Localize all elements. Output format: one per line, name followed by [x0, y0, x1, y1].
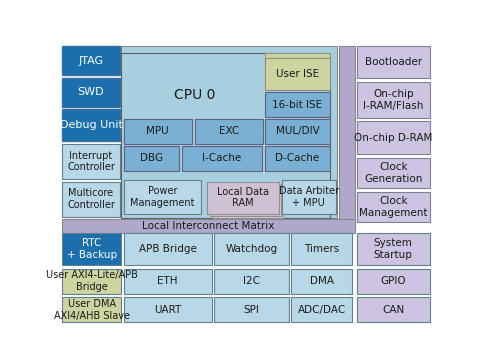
Text: Power
Management: Power Management — [130, 186, 194, 208]
Text: User ISE: User ISE — [276, 69, 319, 79]
Bar — [62, 297, 121, 323]
Text: GPIO: GPIO — [381, 276, 406, 286]
Bar — [214, 297, 288, 323]
Bar — [62, 269, 121, 294]
Bar — [62, 144, 120, 179]
Bar — [282, 180, 336, 214]
Bar — [121, 46, 336, 218]
Bar — [207, 182, 278, 214]
Bar — [210, 184, 281, 216]
Bar — [128, 53, 336, 218]
Text: EXC: EXC — [219, 126, 239, 136]
Bar — [62, 219, 355, 233]
Text: DMA: DMA — [310, 276, 334, 286]
Bar — [123, 119, 192, 144]
Bar — [357, 158, 430, 189]
Bar — [357, 122, 430, 154]
Bar — [207, 182, 278, 214]
Text: Timers: Timers — [304, 244, 339, 254]
Text: MUL/DIV: MUL/DIV — [276, 126, 319, 136]
Bar — [357, 269, 430, 294]
Bar — [62, 109, 120, 142]
Bar — [212, 186, 283, 218]
Bar — [181, 146, 262, 171]
Bar — [123, 146, 180, 171]
Text: JTAG: JTAG — [78, 56, 104, 66]
Bar — [268, 55, 330, 90]
Bar — [62, 46, 120, 75]
Bar — [123, 48, 336, 218]
Text: Local Interconnect Matrix: Local Interconnect Matrix — [142, 221, 275, 231]
Bar — [357, 233, 430, 265]
Bar — [265, 146, 330, 171]
Text: DBG: DBG — [140, 153, 163, 163]
Bar — [123, 269, 212, 294]
Bar — [126, 51, 336, 218]
Text: ADC/DAC: ADC/DAC — [298, 305, 346, 315]
Text: CAN: CAN — [382, 305, 404, 315]
Text: APB Bridge: APB Bridge — [139, 244, 197, 254]
Text: SWD: SWD — [78, 87, 104, 97]
Bar — [62, 182, 120, 217]
Text: D-Cache: D-Cache — [276, 153, 320, 163]
Bar — [214, 269, 288, 294]
Text: System
Startup: System Startup — [374, 238, 413, 260]
Text: I2C: I2C — [243, 276, 260, 286]
Text: ETH: ETH — [157, 276, 178, 286]
Bar — [265, 58, 330, 90]
Text: User AXI4-Lite/APB
Bridge: User AXI4-Lite/APB Bridge — [46, 270, 138, 292]
Text: Multicore
Controller: Multicore Controller — [67, 189, 115, 210]
Text: Interrupt
Controller: Interrupt Controller — [67, 151, 115, 172]
Text: On-chip D-RAM: On-chip D-RAM — [354, 132, 432, 143]
Bar — [123, 233, 212, 265]
Bar — [265, 119, 330, 144]
Text: Data Arbiter
+ MPU: Data Arbiter + MPU — [279, 186, 339, 208]
Bar — [291, 233, 352, 265]
Bar — [123, 297, 212, 323]
Bar — [265, 53, 330, 90]
Text: RTC
+ Backup: RTC + Backup — [67, 238, 117, 260]
Bar — [357, 191, 430, 222]
Bar — [121, 53, 330, 218]
Bar — [195, 119, 263, 144]
Bar — [357, 46, 430, 78]
Bar — [270, 58, 330, 90]
Text: Clock
Management: Clock Management — [359, 196, 428, 218]
Text: Local Data
RAM: Local Data RAM — [217, 187, 269, 209]
Text: Watchdog: Watchdog — [226, 244, 277, 254]
Bar — [265, 92, 330, 117]
Bar — [291, 269, 352, 294]
Text: Clock
Generation: Clock Generation — [364, 162, 422, 184]
Bar — [339, 46, 355, 229]
Bar — [123, 180, 201, 214]
Text: 16-bit ISE: 16-bit ISE — [273, 99, 323, 110]
Bar — [357, 297, 430, 323]
Text: On-chip
I-RAM/Flash: On-chip I-RAM/Flash — [363, 89, 423, 111]
Text: CPU 0: CPU 0 — [174, 88, 216, 102]
Bar — [62, 78, 120, 107]
Text: SPI: SPI — [243, 305, 259, 315]
Bar — [357, 82, 430, 118]
Text: User DMA
AXI4/AHB Slave: User DMA AXI4/AHB Slave — [54, 299, 130, 321]
Bar — [214, 233, 288, 265]
Text: I-Cache: I-Cache — [203, 153, 241, 163]
Text: Bootloader: Bootloader — [365, 57, 422, 67]
Text: MPU: MPU — [146, 126, 169, 136]
Text: Debug Unit: Debug Unit — [60, 120, 122, 130]
Text: UART: UART — [154, 305, 181, 315]
Bar — [62, 233, 121, 265]
Bar — [291, 297, 352, 323]
